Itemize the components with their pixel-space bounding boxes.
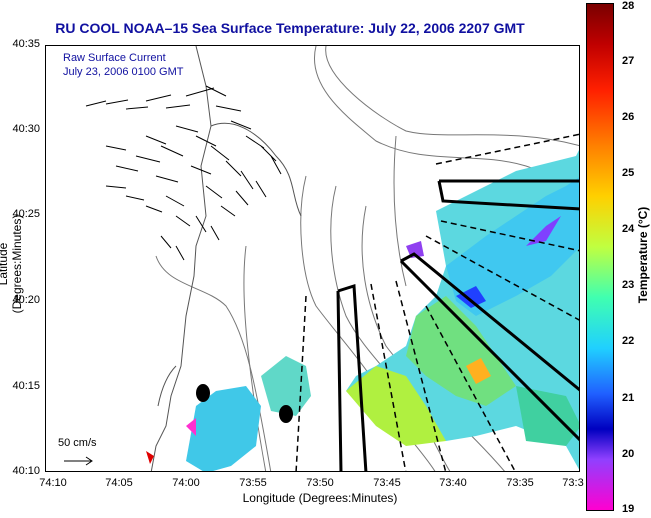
x-axis-label: Longitude (Degrees:Minutes): [242, 491, 398, 505]
colorbar-label: Temperature (°C): [636, 206, 650, 304]
y-tick-label: 40:35: [12, 38, 40, 50]
temperature-colorbar: [586, 3, 614, 511]
colorbar-tick: 23: [622, 279, 635, 291]
legend-line-1: Raw Surface Current: [63, 52, 166, 64]
map-title: RU COOL NOAA–15 Sea Surface Temperature:…: [55, 20, 525, 36]
x-tick-label: 73:50: [306, 477, 334, 489]
map-canvas: [64, 46, 579, 471]
x-tick-label: 74:00: [172, 477, 200, 489]
station-marker: [279, 405, 293, 423]
x-tick-label: 74:05: [105, 477, 133, 489]
colorbar-tick: 22: [622, 335, 635, 347]
x-tick-label: 73:35: [506, 477, 534, 489]
sst-overlay: [146, 150, 579, 471]
y-tick-label: 40:30: [12, 123, 40, 135]
y-tick-label: 40:10: [12, 465, 40, 477]
shipping-lanes: [295, 133, 579, 471]
colorbar-tick: 28: [622, 0, 635, 12]
station-marker: [196, 384, 210, 402]
current-legend: Raw Surface Current July 23, 2006 0100 G…: [63, 51, 183, 79]
y-tick-label: 40:20: [12, 294, 40, 306]
colorbar-tick: 27: [622, 55, 635, 67]
legend-line-2: July 23, 2006 0100 GMT: [63, 66, 184, 78]
colorbar-tick: 20: [622, 448, 635, 460]
colorbar-tick: 24: [622, 223, 635, 235]
coastline: [150, 46, 302, 471]
scale-arrow: [64, 456, 93, 466]
colorbar-tick: 19: [622, 503, 635, 515]
y-axis-label: Latitude (Degrees:Minutes): [0, 214, 24, 314]
x-tick-label: 73:55: [239, 477, 267, 489]
x-tick-label: 73:40: [439, 477, 467, 489]
colorbar-tick: 25: [622, 167, 635, 179]
colorbar-tick: 21: [622, 392, 635, 404]
bathymetry-contours: [155, 46, 579, 471]
map-plot-area: [45, 45, 580, 472]
x-tick-label: 74:10: [39, 477, 67, 489]
x-tick-label: 73:45: [373, 477, 401, 489]
y-tick-label: 40:15: [12, 380, 40, 392]
y-tick-label: 40:25: [12, 208, 40, 220]
current-vectors: [85, 85, 282, 261]
scale-label: 50 cm/s: [58, 437, 97, 449]
x-tick-label: 73:3: [562, 477, 584, 489]
colorbar-tick: 26: [622, 111, 635, 123]
